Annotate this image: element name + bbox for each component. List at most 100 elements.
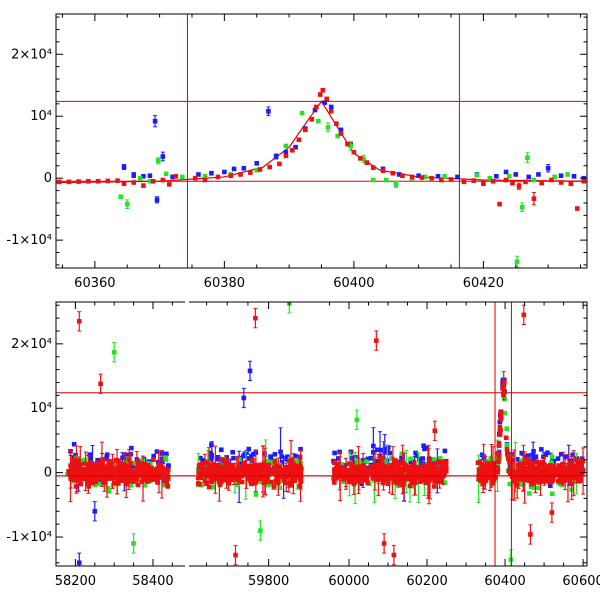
data-point [226,468,232,474]
data-point [484,468,489,474]
data-point [207,462,212,468]
data-point [202,177,208,183]
data-point [544,477,550,483]
data-point [164,480,170,486]
data-point [66,179,72,185]
data-point [380,480,386,486]
data-point [230,476,236,481]
data-point [179,174,185,180]
data-point [334,121,339,126]
data-point [173,174,179,179]
data-point [406,469,411,474]
data-point [497,432,503,437]
data-point [223,468,228,473]
data-point [439,460,445,465]
data-point [273,154,279,159]
data-point [557,468,563,474]
data-point [280,474,286,479]
data-point [549,177,554,183]
outlier-point [508,557,514,562]
data-point [315,118,321,124]
data-point [578,476,584,481]
data-point [530,477,535,483]
bottom-frame [55,301,588,567]
data-point [156,467,162,473]
data-point [112,480,118,486]
data-point [71,457,77,463]
data-point [325,125,331,130]
data-point [104,476,110,481]
data-point [497,419,503,425]
outlier-point [111,349,117,355]
data-point [283,153,289,159]
data-point [345,470,350,476]
data-point [556,463,562,468]
data-point [66,468,71,474]
outlier-point [241,395,247,401]
data-point [429,472,434,478]
outlier-point [233,552,238,558]
data-point [558,466,563,471]
data-point [196,463,202,468]
data-point [573,479,578,484]
data-point [231,455,236,461]
data-point [488,469,493,474]
data-point [496,440,502,446]
data-point [396,463,402,469]
data-point [571,474,576,480]
data-point [437,469,442,475]
data-point [482,474,488,480]
data-point [417,474,423,480]
data-point [297,464,303,469]
data-point [495,451,501,456]
data-point [282,467,288,473]
data-point [564,471,569,477]
data-point [297,466,303,472]
data-point [387,475,392,481]
data-point [414,453,420,458]
data-point [523,179,528,185]
data-point [487,175,493,181]
data-point [143,465,149,471]
data-point [422,475,427,480]
data-point [433,479,439,484]
data-point [160,177,166,183]
data-point [117,460,123,466]
data-point [575,458,580,463]
data-point [442,465,448,471]
data-point [146,463,151,468]
data-point [196,172,201,177]
data-point [554,472,559,477]
data-point [146,467,152,472]
data-point [579,462,585,468]
data-point [198,455,203,461]
data-point [369,466,375,471]
data-point [498,417,503,422]
data-point [209,170,214,176]
data-point [448,177,454,182]
data-point [275,480,281,486]
data-point [211,462,217,467]
data-point [551,463,557,469]
data-point [292,453,298,459]
data-point [504,426,509,432]
data-point [345,141,350,147]
data-point [364,160,370,165]
data-point [517,461,523,467]
data-point [124,452,130,458]
data-point [206,484,212,490]
data-point [416,456,422,462]
data-point [342,468,348,473]
data-point [128,470,134,475]
data-point [277,161,282,167]
data-point [539,447,544,452]
data-point [419,468,424,473]
data-point [95,457,100,463]
data-point [274,473,280,478]
data-point [328,104,334,110]
data-point [95,460,100,466]
data-point [565,172,570,177]
data-point [539,459,545,465]
data-point [328,108,334,114]
